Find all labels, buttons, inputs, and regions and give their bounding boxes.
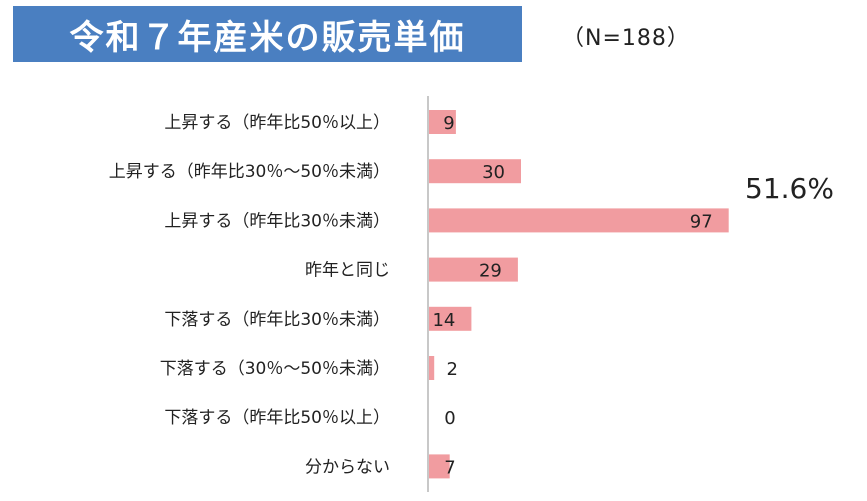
- bar: [428, 356, 435, 380]
- category-label: 上昇する（昨年比50％以上）: [164, 113, 390, 133]
- value-label: 9: [443, 113, 454, 134]
- value-label: 0: [444, 408, 455, 429]
- category-label: 下落する（昨年比30％未満）: [164, 310, 390, 330]
- bar: [428, 306, 472, 331]
- bar: [428, 159, 521, 184]
- value-label: 14: [432, 310, 455, 331]
- percentage-annotation: 51.6%: [745, 172, 834, 205]
- value-label: 2: [446, 359, 457, 380]
- category-label: 下落する（昨年比50％以上）: [164, 408, 390, 428]
- category-label: 上昇する（昨年比30％～50％未満）: [109, 162, 390, 182]
- value-label: 7: [444, 457, 455, 478]
- category-label: 分からない: [305, 457, 390, 477]
- sample-size-label: （N=188）: [562, 26, 690, 51]
- chart-title-banner: 令和７年産米の販売単価: [13, 6, 522, 62]
- value-label: 30: [482, 162, 505, 183]
- value-label: 29: [479, 261, 502, 282]
- bar: [428, 454, 450, 479]
- chart-title: 令和７年産米の販売単価: [69, 17, 466, 58]
- value-label: 97: [690, 211, 713, 232]
- category-label: 下落する（30％～50％未満）: [160, 359, 390, 379]
- bar: [428, 257, 518, 282]
- bar: [428, 110, 456, 134]
- category-label: 昨年と同じ: [305, 261, 390, 281]
- category-label: 上昇する（昨年比30％未満）: [164, 211, 390, 231]
- bar: [428, 208, 729, 233]
